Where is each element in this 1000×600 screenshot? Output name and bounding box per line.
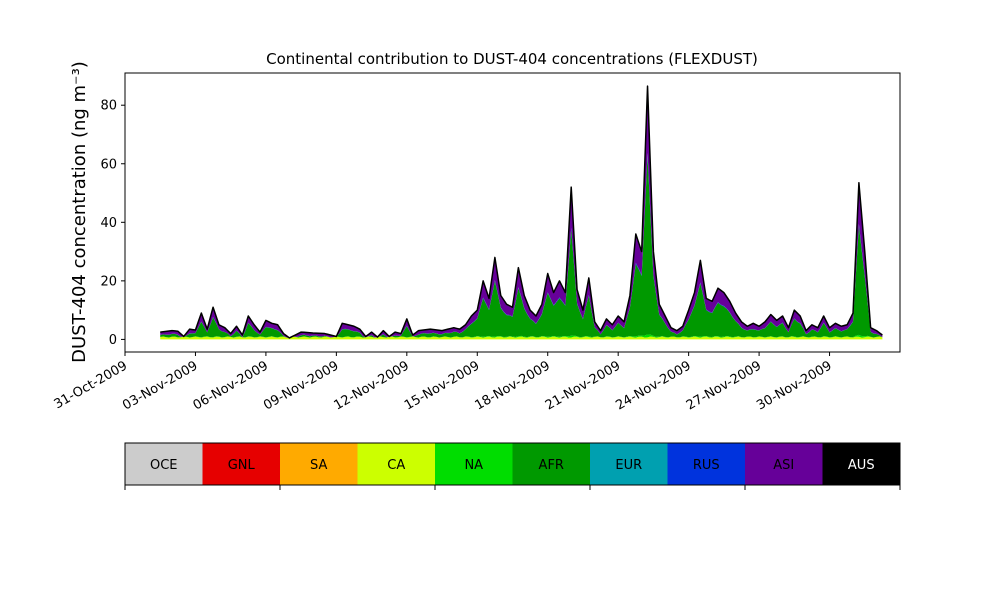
colorbar-frame xyxy=(124,442,901,486)
area-na xyxy=(160,334,883,338)
x-tick-label: 09-Nov-2009 xyxy=(261,358,341,413)
colorbar-swatch-rus xyxy=(667,443,746,485)
x-tick-label: 27-Nov-2009 xyxy=(684,358,764,413)
y-tick-label: 60 xyxy=(100,157,117,172)
x-tick-label: 30-Nov-2009 xyxy=(754,358,834,413)
colorbar-label-afr: AFR xyxy=(539,458,564,473)
y-tick-label: 0 xyxy=(109,333,117,348)
x-tick-label: 03-Nov-2009 xyxy=(120,358,200,413)
colorbar-label-ca: CA xyxy=(387,458,405,473)
colorbar-label-asi: ASI xyxy=(773,458,794,473)
colorbar-label-gnl: GNL xyxy=(228,458,256,473)
y-tick-label: 40 xyxy=(100,216,117,231)
colorbar-label-na: NA xyxy=(464,458,483,473)
x-axis: 31-Oct-200903-Nov-200906-Nov-200909-Nov-… xyxy=(52,352,835,413)
total-line xyxy=(160,85,883,339)
x-tick-label: 12-Nov-2009 xyxy=(332,358,412,413)
colorbar-swatch-oce xyxy=(125,443,203,485)
plot-frame xyxy=(124,72,901,353)
y-tick-label: 80 xyxy=(100,99,117,114)
colorbar-swatch-sa xyxy=(280,443,358,485)
colorbar-swatch-asi xyxy=(745,443,823,485)
colorbar-label-sa: SA xyxy=(310,458,327,473)
x-tick-label: 24-Nov-2009 xyxy=(613,358,693,413)
colorbar-label-rus: RUS xyxy=(693,458,720,473)
area-asi xyxy=(160,90,883,338)
colorbar-swatch-afr xyxy=(512,443,591,485)
chart-title: Continental contribution to DUST-404 con… xyxy=(266,50,758,68)
colorbar-swatch-aus xyxy=(822,443,901,485)
x-tick-label: 15-Nov-2009 xyxy=(402,358,482,413)
colorbar-label-oce: OCE xyxy=(150,458,178,473)
x-tick-label: 18-Nov-2009 xyxy=(472,358,552,413)
area-ca xyxy=(160,336,883,340)
y-axis-label: DUST-404 concentration (ng m⁻³) xyxy=(69,61,90,363)
area-afr xyxy=(160,155,883,338)
colorbar-swatch-na xyxy=(435,443,513,485)
colorbar-label-aus: AUS xyxy=(848,458,875,473)
colorbar-swatch-ca xyxy=(357,443,436,485)
x-tick-label: 31-Oct-2009 xyxy=(52,358,130,412)
colorbar-swatch-gnl xyxy=(202,443,281,485)
x-tick-label: 06-Nov-2009 xyxy=(191,358,271,413)
colorbar-label-eur: EUR xyxy=(615,458,642,473)
colorbar-swatch-eur xyxy=(590,443,668,485)
x-tick-label: 21-Nov-2009 xyxy=(543,358,623,413)
region-colorbar: OCE GNL SA CA NA AFR EUR RUS ASI AUS xyxy=(124,442,901,490)
y-axis: 0 20 40 60 80 xyxy=(100,99,125,348)
plot-area xyxy=(124,72,901,353)
y-tick-label: 20 xyxy=(100,274,117,289)
